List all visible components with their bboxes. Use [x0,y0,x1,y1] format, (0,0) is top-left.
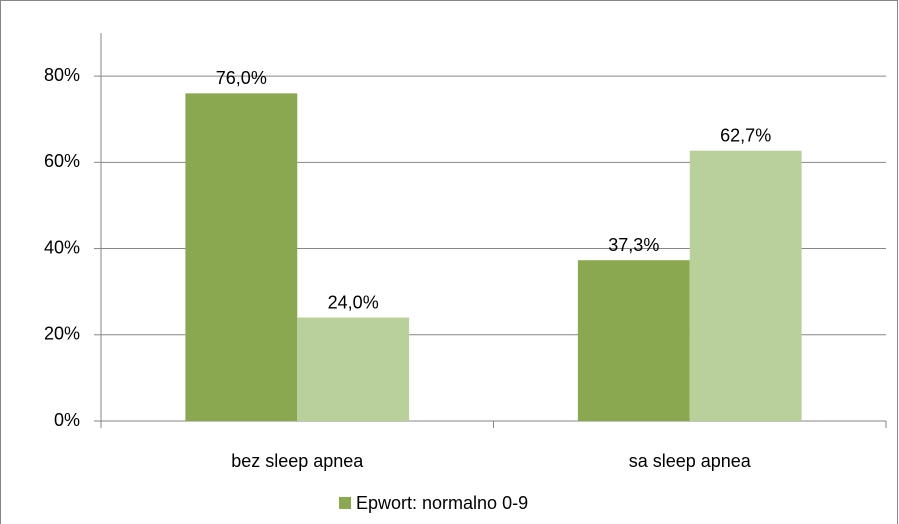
bar [577,260,690,421]
bar [297,317,410,421]
value-label: 24,0% [328,292,379,312]
value-label: 62,7% [720,125,771,145]
value-label: 37,3% [608,235,659,255]
y-tick-label: 20% [44,324,80,344]
x-tick-label: sa sleep apnea [629,451,752,471]
y-tick-label: 0% [54,410,80,430]
y-tick-label: 40% [44,237,80,257]
y-tick-label: 60% [44,151,80,171]
y-tick-label: 80% [44,65,80,85]
bar [185,93,298,421]
bar [689,150,802,421]
x-tick-label: bez sleep apnea [231,451,364,471]
legend-swatch [339,497,351,509]
legend-label: Epwort: normalno 0-9 [356,493,528,513]
value-label: 76,0% [216,68,267,88]
